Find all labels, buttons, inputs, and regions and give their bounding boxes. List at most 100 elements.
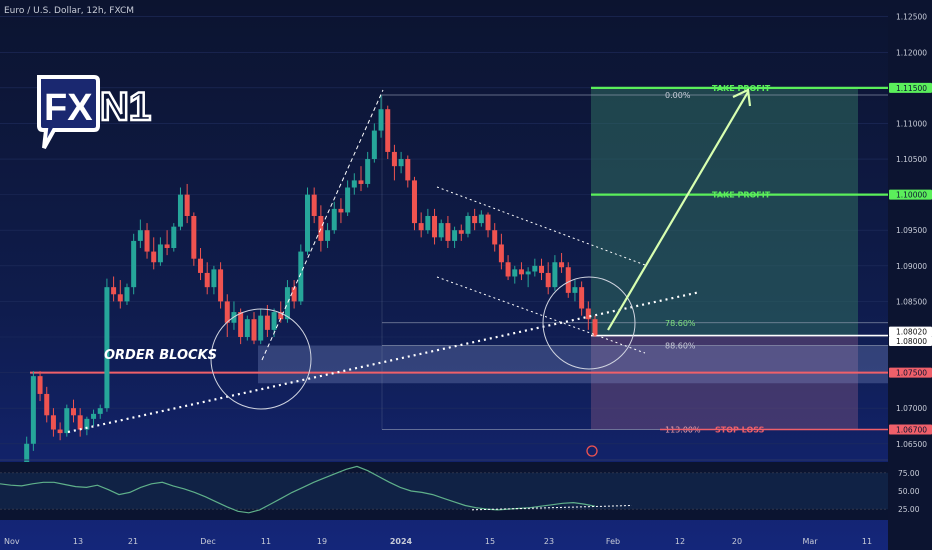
- candle-body: [432, 215, 438, 238]
- candle-body: [164, 244, 170, 249]
- candle-body: [345, 187, 351, 213]
- candle-body: [485, 214, 491, 231]
- candle-body: [525, 271, 531, 275]
- fib-label: 0.00%: [665, 91, 691, 100]
- impulse-line: [261, 89, 384, 361]
- symbol-header: Euro / U.S. Dollar, 12h, FXCM: [4, 6, 135, 16]
- candle-body: [592, 319, 598, 336]
- candle-body: [492, 230, 498, 245]
- time-axis-tick: 20: [732, 537, 742, 546]
- candle-body: [458, 230, 464, 234]
- candle-body: [472, 215, 478, 224]
- projection-arrowhead: [732, 88, 752, 107]
- candle-body: [184, 194, 190, 216]
- candle-body: [539, 265, 545, 273]
- candle-body: [271, 312, 277, 330]
- price-axis-tick: 1.07000: [896, 404, 927, 413]
- price-axis-tick: 1.09000: [896, 262, 927, 271]
- level-label: TAKE PROFIT: [712, 84, 771, 93]
- candle-body: [365, 159, 371, 184]
- time-axis-tick: 21: [128, 537, 138, 546]
- candle-body: [291, 287, 297, 302]
- rsi-axis-tick: 50.00: [898, 487, 920, 496]
- candle-body: [157, 244, 163, 263]
- price-axis-tick: 1.08500: [896, 297, 927, 306]
- price-axis-bg: [888, 0, 932, 550]
- candle-body: [278, 312, 284, 320]
- candle-body: [478, 214, 484, 224]
- price-axis-tick: 1.12500: [896, 13, 927, 22]
- rsi-axis-tick: 75.00: [898, 469, 920, 478]
- level-label: TAKE PROFIT: [712, 191, 771, 200]
- time-axis-tick: 19: [317, 537, 327, 546]
- candle-body: [104, 287, 110, 409]
- candle-body: [438, 223, 444, 238]
- candle-body: [572, 287, 578, 293]
- time-axis-tick: 15: [485, 537, 495, 546]
- candle-body: [77, 415, 83, 430]
- candle-body: [131, 240, 137, 288]
- price-axis-tick: 1.11000: [896, 119, 927, 128]
- rsi-band: [0, 472, 888, 510]
- highlight-circle: [210, 308, 312, 410]
- candle-body: [465, 215, 471, 234]
- candle-body: [84, 418, 90, 430]
- logo-n1-text: N1: [100, 85, 151, 129]
- candle-body: [565, 267, 571, 293]
- candle-body: [30, 376, 36, 444]
- candle-body: [137, 230, 143, 241]
- candle-body: [318, 215, 324, 241]
- candle-body: [238, 312, 244, 337]
- time-axis-tick: 11: [261, 537, 271, 546]
- order-blocks-label: ORDER BLOCKS: [104, 348, 217, 363]
- candle-body: [585, 308, 591, 320]
- rsi-axis-tick: 25.00: [898, 505, 920, 514]
- candle-body: [70, 408, 76, 416]
- candle-body: [244, 319, 250, 337]
- loss-zone: [591, 335, 858, 430]
- candle-body: [264, 315, 270, 330]
- candle-body: [311, 194, 317, 216]
- time-axis-tick: Mar: [802, 537, 818, 546]
- candle-body: [50, 415, 56, 430]
- alert-icon: [586, 445, 598, 457]
- candle-body: [338, 208, 344, 213]
- fib-label: 88.60%: [665, 342, 696, 351]
- candle-body: [258, 315, 264, 341]
- order-block-zone: [258, 345, 888, 384]
- fib-label: 78.60%: [665, 319, 696, 328]
- candle-body: [378, 109, 384, 131]
- time-axis-tick: Nov: [4, 537, 20, 546]
- price-axis-marker: [889, 82, 932, 93]
- candle-body: [97, 408, 103, 414]
- candle-body: [398, 159, 404, 167]
- candle-body: [418, 223, 424, 231]
- candle-body: [385, 109, 391, 152]
- candle-body: [445, 223, 451, 241]
- price-axis-marker-label: 1.10000: [896, 191, 927, 200]
- price-axis-marker: [889, 424, 932, 435]
- price-axis-tick: 1.12000: [896, 48, 927, 57]
- candle-body: [211, 269, 217, 288]
- candle-body: [298, 251, 304, 302]
- candle-body: [552, 262, 558, 288]
- candle-body: [452, 230, 458, 241]
- candle-body: [358, 180, 364, 184]
- channel-upper: [436, 186, 646, 266]
- candle-body: [224, 301, 230, 323]
- candle-body: [518, 269, 524, 275]
- candle-body: [204, 272, 210, 288]
- level-label: STOP LOSS: [715, 426, 765, 435]
- candle-body: [391, 151, 397, 167]
- price-axis-marker-label: 1.07500: [896, 369, 927, 378]
- candle-body: [177, 194, 183, 227]
- candle-body: [64, 408, 70, 434]
- price-axis-marker-label: 1.08000: [896, 337, 927, 346]
- time-axis-tick: 13: [73, 537, 83, 546]
- candle-body: [24, 443, 30, 473]
- time-axis-tick: 12: [675, 537, 685, 546]
- profit-zone: [591, 87, 858, 336]
- time-axis-tick: 11: [862, 537, 872, 546]
